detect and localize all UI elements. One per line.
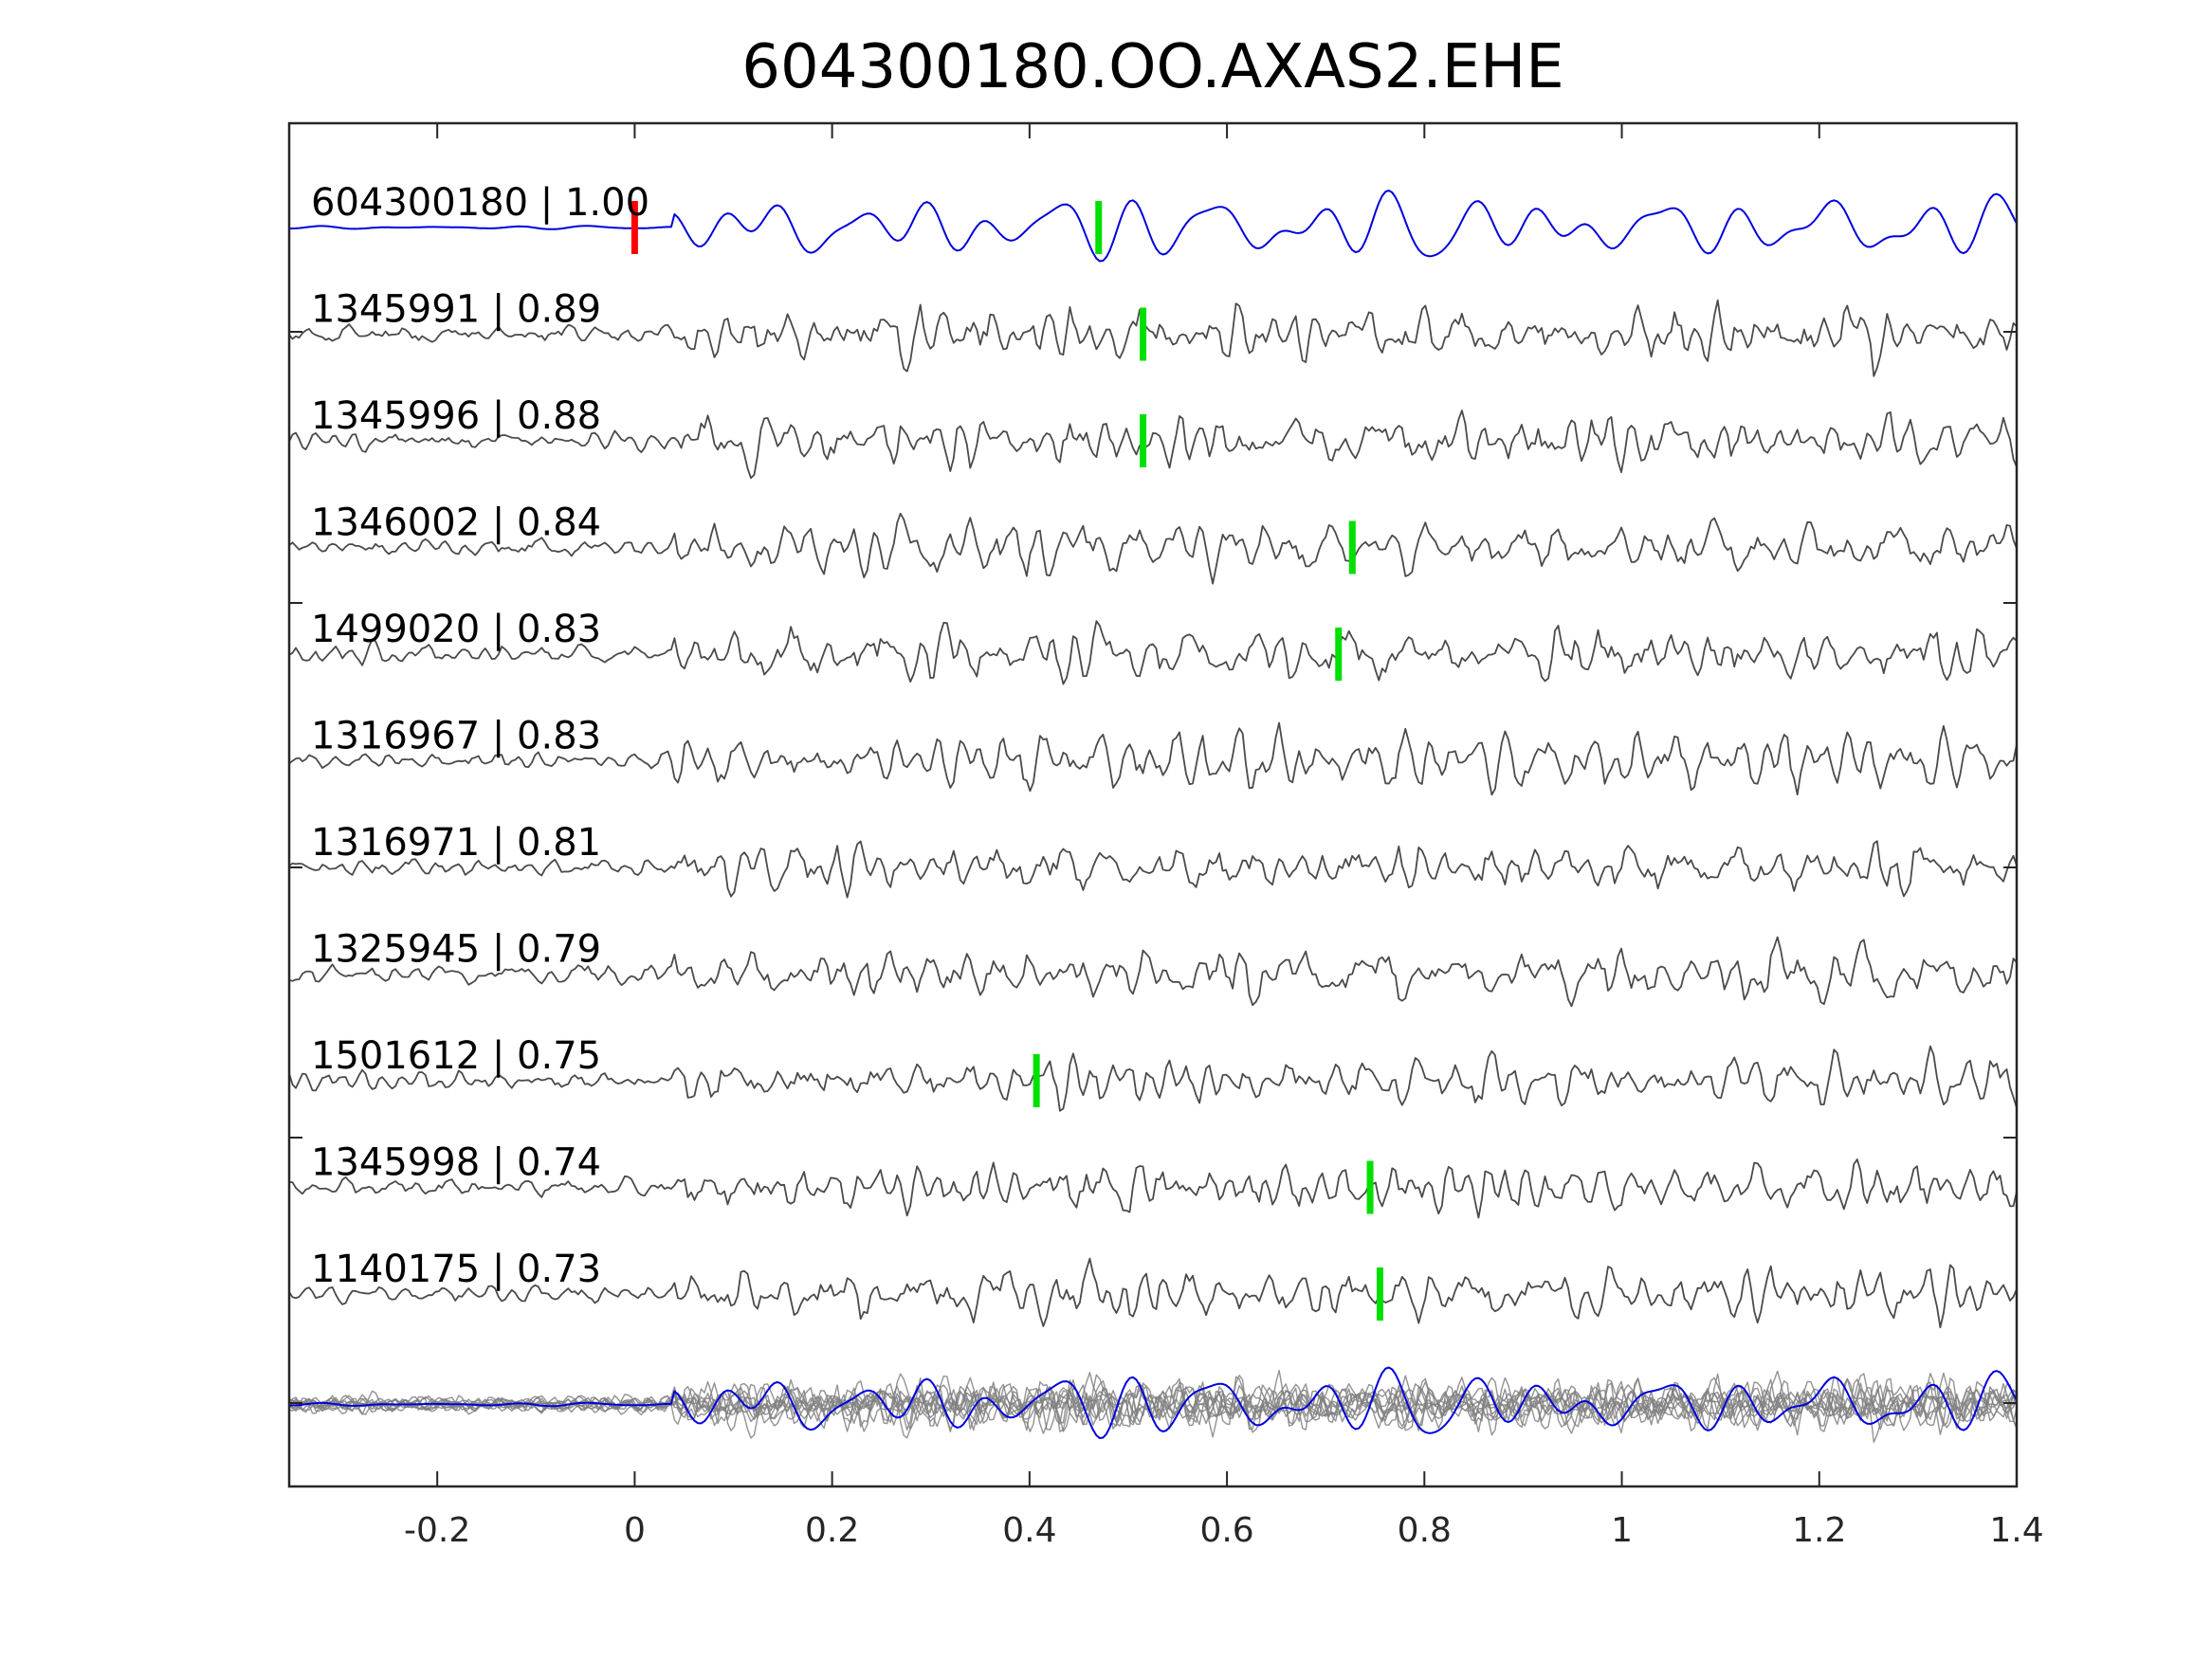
- trace-label: 1316971 | 0.81: [311, 821, 601, 865]
- trace-row: 1316967 | 0.83: [288, 715, 2018, 796]
- match-waveform: [288, 1257, 2018, 1329]
- trace-label: 1346002 | 0.84: [311, 501, 601, 545]
- template-waveform: [288, 190, 2018, 263]
- trace-label: 1325945 | 0.79: [311, 928, 601, 972]
- trace-label: 1345996 | 0.88: [311, 394, 601, 438]
- trace-row: 604300180 | 1.00: [288, 181, 2018, 263]
- overlay-match-waveform: [288, 1373, 2018, 1432]
- x-tick-label: -0.2: [404, 1511, 470, 1550]
- match-waveform: [288, 1045, 2018, 1112]
- trace-row: 1325945 | 0.79: [288, 928, 2018, 1008]
- trace-label: 1316967 | 0.83: [311, 715, 601, 758]
- x-axis: -0.2 0 0.2 0.4 0.6 0.8 1 1.2 1.4: [289, 123, 2044, 1550]
- trace-row: 1316971 | 0.81: [288, 821, 2018, 899]
- match-waveform: [288, 1158, 2018, 1219]
- chart-title: 604300180.OO.AXAS2.EHE: [741, 32, 1563, 102]
- x-tick-label: 1: [1611, 1511, 1633, 1550]
- plot-area: 604300180 | 1.00 1345991 | 0.89 1345996 | …: [288, 181, 2018, 1444]
- trace-label: 1345998 | 0.74: [311, 1141, 601, 1185]
- x-tick-label: 0.2: [805, 1511, 859, 1550]
- match-waveform: [288, 721, 2018, 796]
- match-waveform: [288, 620, 2018, 685]
- x-tick-label: 0: [624, 1511, 646, 1550]
- trace-row: 1140175 | 0.73: [288, 1248, 2018, 1329]
- trace-label: 604300180 | 1.00: [311, 181, 649, 225]
- trace-label: 1501612 | 0.75: [311, 1034, 601, 1078]
- trace-row: 1501612 | 0.75: [288, 1034, 2018, 1112]
- trace-label: 1345991 | 0.89: [311, 288, 601, 332]
- trace-label: 1499020 | 0.83: [311, 608, 601, 651]
- x-tick-label: 1.2: [1792, 1511, 1846, 1550]
- overlay-template-waveform: [288, 1366, 2018, 1439]
- x-tick-label: 0.8: [1398, 1511, 1452, 1550]
- trace-row: 1499020 | 0.83: [288, 608, 2018, 685]
- match-waveform: [288, 840, 2018, 899]
- trace-label: 1140175 | 0.73: [311, 1248, 601, 1291]
- x-tick-label: 1.4: [1989, 1511, 2043, 1550]
- trace-row: 1346002 | 0.84: [288, 501, 2018, 585]
- match-waveform: [288, 299, 2018, 377]
- x-tick-label: 0.6: [1199, 1511, 1253, 1550]
- trace-row: 1345991 | 0.89: [288, 288, 2018, 377]
- match-waveform: [288, 936, 2018, 1008]
- match-waveform: [288, 410, 2018, 480]
- x-tick-label: 0.4: [1002, 1511, 1056, 1550]
- match-waveform: [288, 512, 2018, 585]
- trace-row: 1345996 | 0.88: [288, 394, 2018, 480]
- trace-row: 1345998 | 0.74: [288, 1141, 2018, 1219]
- axes-frame: [287, 121, 2019, 1488]
- overlay-row: [288, 1366, 2018, 1444]
